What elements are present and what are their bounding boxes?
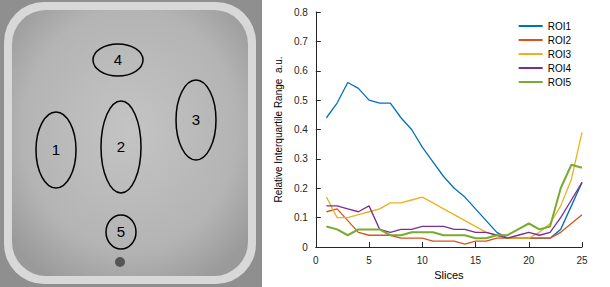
svg-text:0.7: 0.7	[294, 36, 308, 47]
svg-text:15: 15	[470, 255, 482, 266]
svg-text:4: 4	[114, 51, 122, 68]
svg-text:ROI5: ROI5	[548, 77, 572, 88]
svg-text:0.6: 0.6	[294, 65, 308, 76]
svg-text:20: 20	[523, 255, 535, 266]
svg-text:ROI1: ROI1	[548, 21, 572, 32]
svg-text:0: 0	[302, 242, 308, 253]
svg-text:Slices: Slices	[434, 269, 464, 281]
svg-text:5: 5	[117, 223, 125, 240]
svg-text:0.2: 0.2	[294, 183, 308, 194]
svg-text:Relative Interquartile Range: Relative Interquartile Range a.u.	[273, 56, 284, 202]
svg-text:ROI3: ROI3	[548, 49, 572, 60]
svg-text:0.4: 0.4	[294, 124, 308, 135]
svg-text:0.1: 0.1	[294, 212, 308, 223]
svg-text:ROI4: ROI4	[548, 63, 572, 74]
svg-text:25: 25	[576, 255, 588, 266]
svg-text:1: 1	[52, 141, 60, 158]
svg-text:10: 10	[417, 255, 429, 266]
svg-text:5: 5	[366, 255, 372, 266]
svg-text:2: 2	[117, 138, 125, 155]
svg-text:0.5: 0.5	[294, 95, 308, 106]
svg-text:0: 0	[313, 255, 319, 266]
svg-text:0.3: 0.3	[294, 153, 308, 164]
svg-text:ROI2: ROI2	[548, 35, 572, 46]
svg-text:0.8: 0.8	[294, 7, 308, 18]
svg-text:3: 3	[192, 111, 200, 128]
